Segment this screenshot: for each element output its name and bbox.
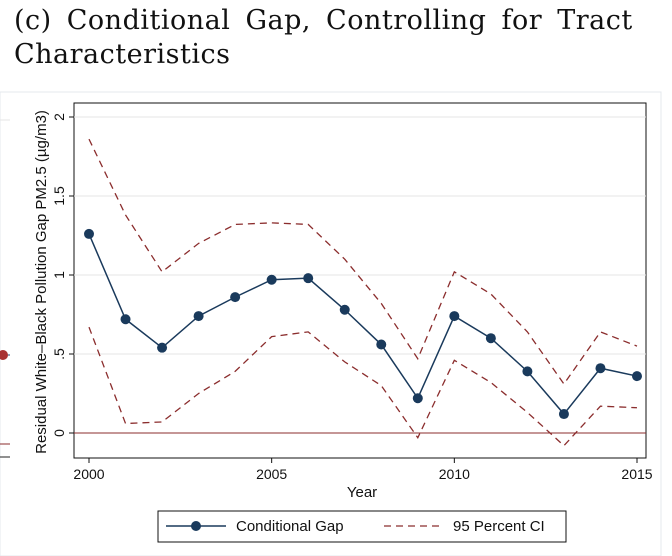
conditional-gap-line bbox=[88, 233, 638, 416]
gridlines bbox=[74, 116, 646, 355]
legend-label-conditional-gap: Conditional Gap bbox=[236, 518, 344, 535]
legend-marker-conditional-gap bbox=[191, 521, 201, 531]
y-tick-label: .5 bbox=[51, 348, 67, 360]
x-axis-ticks: 2000 2005 2010 2015 bbox=[73, 458, 653, 482]
y-tick-label: 1.5 bbox=[51, 186, 67, 206]
conditional-gap-point bbox=[266, 274, 277, 285]
conditional-gap-point bbox=[485, 333, 496, 344]
y-axis-ticks: 0 .5 1 1.5 2 bbox=[51, 113, 74, 437]
conditional-gap-point bbox=[120, 314, 131, 325]
ci-lower-line bbox=[88, 326, 638, 447]
y-axis-label: Residual White–Black Pollution Gap PM2.5… bbox=[33, 110, 50, 454]
x-tick-label: 2010 bbox=[439, 466, 470, 482]
conditional-gap-point bbox=[193, 311, 204, 322]
conditional-gap-point bbox=[522, 366, 533, 377]
y-tick-label: 1 bbox=[51, 271, 67, 279]
y-tick-label: 2 bbox=[51, 113, 67, 121]
conditional-gap-point bbox=[558, 409, 569, 420]
plot-area bbox=[73, 102, 647, 459]
conditional-gap-point bbox=[632, 371, 642, 382]
x-axis-label: Year bbox=[347, 484, 377, 501]
x-tick-label: 2000 bbox=[73, 466, 104, 482]
conditional-gap-point bbox=[595, 363, 606, 374]
fragment-marker bbox=[0, 350, 8, 360]
ci-upper-line bbox=[88, 138, 638, 386]
conditional-gap-point bbox=[230, 292, 241, 303]
legend: Conditional Gap 95 Percent CI bbox=[157, 510, 567, 543]
conditional-gap-point bbox=[84, 228, 94, 239]
conditional-gap-point bbox=[449, 311, 460, 322]
x-tick-label: 2005 bbox=[256, 466, 287, 482]
legend-label-ci: 95 Percent CI bbox=[453, 518, 545, 535]
series-layer bbox=[84, 138, 642, 447]
conditional-gap-point bbox=[303, 273, 314, 284]
adjacent-panel-fragment bbox=[0, 119, 10, 458]
conditional-gap-point bbox=[412, 393, 423, 404]
y-tick-label: 0 bbox=[51, 429, 67, 437]
conditional-gap-point bbox=[339, 304, 350, 315]
conditional-gap-point bbox=[157, 342, 168, 353]
conditional-gap-point bbox=[376, 339, 387, 350]
x-tick-label: 2015 bbox=[621, 466, 652, 482]
panel-caption: (c) Conditional Gap, Controlling for Tra… bbox=[14, 5, 633, 70]
